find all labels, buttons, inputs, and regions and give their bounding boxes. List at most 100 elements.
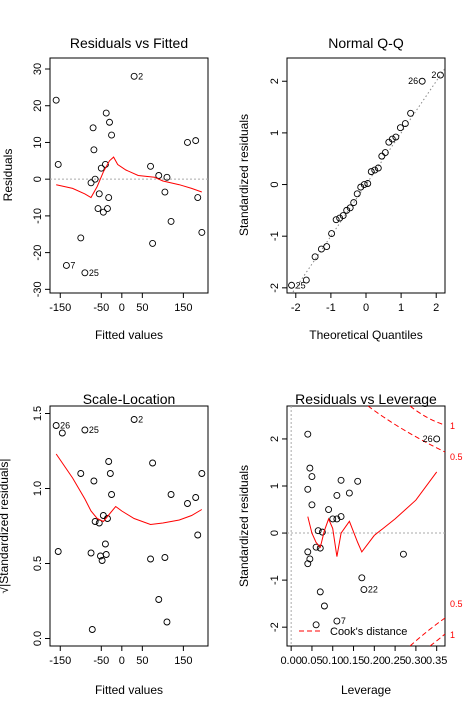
qq-reference-line [291, 67, 445, 293]
y-axis-label: Standardized residuals [237, 465, 251, 587]
x-tick-label: 1 [398, 302, 404, 314]
x-tick-label: 0.10 [322, 655, 343, 667]
data-point [337, 513, 345, 521]
legend-label: Cook's distance [330, 626, 407, 638]
cooks-label: 0.5 [450, 599, 463, 609]
data-point [77, 470, 85, 477]
data-point [161, 554, 169, 561]
data-point [381, 149, 389, 156]
data-point [81, 269, 89, 277]
x-tick-label: 0.30 [405, 655, 426, 667]
y-tick-label: 0.0 [32, 631, 44, 646]
data-point [97, 164, 105, 172]
data-point [337, 476, 345, 484]
data-point [371, 166, 379, 174]
smooth-line [307, 471, 438, 557]
data-point [161, 188, 169, 196]
data-point [102, 551, 110, 558]
y-tick-label: -10 [32, 208, 44, 224]
smooth-lines [55, 453, 203, 526]
x-tick-label: 0.00 [280, 655, 301, 667]
x-tick-label: -1 [326, 302, 336, 314]
data-point [87, 179, 95, 187]
data-point [88, 626, 96, 633]
y-tick-label: 1 [269, 130, 281, 136]
data-point [360, 181, 368, 188]
y-tick-label: 2 [269, 436, 281, 442]
data-point [130, 72, 138, 80]
panel-residuals-vs-leverage: Residuals vs Leverage Leverage Standardi… [237, 391, 463, 697]
data-point [358, 574, 366, 582]
point-label: 2 [138, 415, 143, 425]
x-tick-label: -50 [93, 302, 109, 314]
data-point [163, 618, 171, 626]
panel-residuals-vs-fitted: Residuals vs Fitted Fitted values Residu… [1, 35, 209, 342]
data-point [94, 205, 102, 212]
data-point [433, 435, 441, 443]
data-point [392, 133, 400, 141]
data-point [102, 109, 110, 117]
point-label: 25 [89, 425, 99, 435]
data-point [320, 602, 328, 610]
point-label: 7 [341, 616, 346, 626]
data-point [155, 596, 163, 603]
point-labels: 7 25 2 [70, 71, 143, 277]
y-ticks: 0.0 0.5 1.0 1.5 [32, 406, 50, 646]
data-point [194, 531, 202, 539]
data-point [407, 109, 415, 117]
cooks-curve-lower-1 [429, 633, 445, 646]
cooks-curve-upper-0.5 [409, 406, 445, 426]
cooks-label: 0.5 [450, 452, 463, 462]
data-point [184, 139, 191, 146]
smooth-line [55, 453, 203, 526]
data-point [106, 470, 114, 477]
data-point [339, 212, 347, 219]
point-label: 7 [70, 260, 75, 270]
data-point [304, 485, 312, 493]
y-tick-label: -20 [32, 245, 44, 261]
data-point [198, 470, 206, 477]
data-point [184, 500, 191, 507]
point-label: 22 [368, 585, 378, 595]
data-point [62, 262, 70, 269]
panel-normal-qq: Normal Q-Q Theoretical Quantiles Standar… [237, 35, 446, 342]
data-point [328, 230, 336, 238]
data-point [130, 416, 138, 423]
data-point [388, 135, 396, 143]
data-point [54, 161, 62, 168]
data-point [198, 228, 206, 236]
data-point [345, 489, 353, 497]
panel-scale-location: Scale-Location Fitted values √|Standardi… [0, 391, 209, 697]
data-point [304, 548, 312, 556]
y-tick-label: -1 [269, 231, 281, 241]
point-label: 2 [138, 71, 143, 81]
data-point [323, 243, 331, 250]
data-point [101, 540, 109, 548]
point-label: 26 [423, 434, 433, 444]
point-label: 26 [60, 421, 70, 431]
x-axis-label: Theoretical Quantiles [309, 328, 422, 342]
y-tick-label: -2 [269, 283, 281, 293]
data-point [108, 131, 116, 139]
point-labels: 26 25 2 [60, 415, 143, 436]
point-label: 2 [431, 70, 436, 80]
data-point [91, 175, 99, 183]
y-axis-label: Standardized residuals [237, 114, 251, 236]
cooks-distance-curves [367, 406, 445, 646]
data-point [288, 281, 296, 289]
data-point [89, 124, 97, 132]
y-tick-label: 30 [32, 63, 44, 75]
x-tick-label: 2 [433, 302, 439, 314]
data-point [418, 77, 426, 85]
x-tick-label: 0 [119, 655, 125, 667]
plot-box [49, 405, 209, 647]
data-point [149, 239, 157, 247]
y-tick-label: 0 [269, 181, 281, 187]
data-point [333, 491, 341, 499]
point-label: 25 [296, 280, 306, 290]
y-tick-label: -30 [32, 281, 44, 297]
data-point [306, 464, 314, 472]
data-point [52, 422, 60, 429]
points [52, 416, 206, 633]
x-tick-label: 0 [363, 302, 369, 314]
